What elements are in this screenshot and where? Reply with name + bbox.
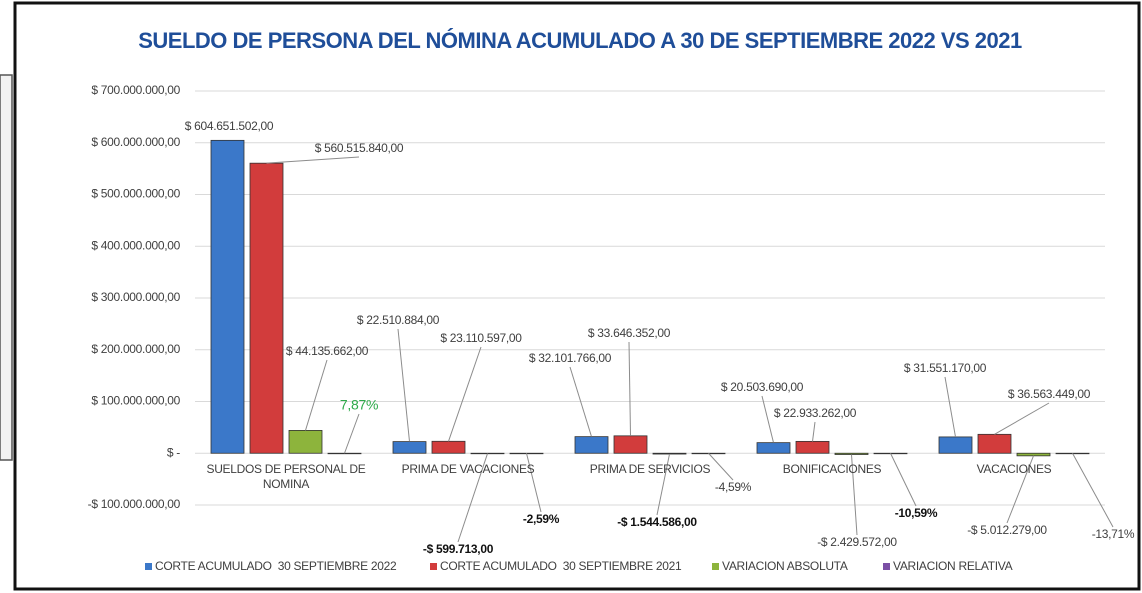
y-tick-label: $ 200.000.000,00 <box>91 342 180 356</box>
legend-label: CORTE ACUMULADO 30 SEPTIEMBRE 2022 <box>155 559 397 573</box>
leader-line <box>761 395 774 443</box>
bar <box>210 139 245 454</box>
bar <box>977 433 1012 454</box>
legend-swatch <box>145 563 152 570</box>
leader-line <box>1006 455 1034 524</box>
legend-swatch <box>430 563 437 570</box>
side-panel <box>0 74 13 461</box>
leader-line <box>1072 453 1114 528</box>
bar <box>652 452 687 455</box>
x-tick-label: VACACIONES <box>976 462 1052 476</box>
leader-line <box>890 453 917 507</box>
bar <box>392 441 427 454</box>
bar <box>756 442 791 454</box>
leader-line <box>851 454 858 536</box>
bar <box>1016 452 1051 457</box>
leader-line <box>305 359 328 431</box>
leader-line <box>708 452 734 481</box>
data-label: -13,71% <box>1092 527 1135 541</box>
leader-line <box>994 402 1050 435</box>
x-tick-label: SUELDOS DE PERSONAL DE NOMINA <box>206 462 366 491</box>
data-label: $ 604.651.502,00 <box>185 119 274 133</box>
x-tick-label: PRIMA DE VACACIONES <box>401 462 535 476</box>
bar <box>249 162 284 454</box>
y-tick-label: $ 400.000.000,00 <box>91 238 180 252</box>
data-label: $ 44.135.662,00 <box>286 344 369 358</box>
data-label: $ 22.933.262,00 <box>774 406 857 420</box>
legend-swatch <box>883 563 890 570</box>
data-label: -2,59% <box>523 512 560 526</box>
y-tick-label: $ 300.000.000,00 <box>91 290 180 304</box>
bar <box>574 436 609 454</box>
y-tick-label: $ 100.000.000,00 <box>91 394 180 408</box>
leader-line <box>526 453 542 513</box>
legend-label: VARIACION ABSOLUTA <box>722 559 848 573</box>
data-label: -$ 599.713,00 <box>423 542 494 556</box>
leader-line <box>448 346 482 442</box>
y-tick-label: $ - <box>167 445 180 459</box>
data-label: $ 22.510.884,00 <box>357 313 440 327</box>
bar <box>613 435 648 454</box>
data-label: $ 31.551.170,00 <box>904 361 987 375</box>
data-label: -10,59% <box>895 506 938 520</box>
x-tick-label: PRIMA DE SERVICIOS <box>589 462 711 476</box>
data-label: $ 560.515.840,00 <box>315 141 404 155</box>
data-label: $ 36.563.449,00 <box>1008 387 1091 401</box>
legend-swatch <box>712 563 719 570</box>
chart-frame <box>13 1 1141 591</box>
legend-label: CORTE ACUMULADO 30 SEPTIEMBRE 2021 <box>440 559 682 573</box>
bar <box>288 430 323 454</box>
y-tick-label: $ 600.000.000,00 <box>91 135 180 149</box>
data-label: -$ 5.012.279,00 <box>967 523 1047 537</box>
leader-line <box>656 453 670 516</box>
chart-title: SUELDO DE PERSONA DEL NÓMINA ACUMULADO A… <box>138 28 1022 53</box>
y-tick-label: -$ 100.000.000,00 <box>88 497 181 511</box>
data-label: $ 32.101.766,00 <box>529 351 612 365</box>
data-label: -$ 1.544.586,00 <box>617 515 697 529</box>
leader-line <box>812 421 816 442</box>
leader-line <box>944 376 956 438</box>
bar <box>327 452 362 455</box>
y-tick-label: $ 500.000.000,00 <box>91 187 180 201</box>
leader-line <box>397 328 410 442</box>
data-label: $ 33.646.352,00 <box>588 326 671 340</box>
legend-label: VARIACION RELATIVA <box>893 559 1013 573</box>
bar <box>795 440 830 454</box>
x-tick-label: BONIFICACIONES <box>782 462 882 476</box>
leader-line <box>266 156 360 164</box>
leader-line <box>628 341 631 436</box>
y-tick-label: $ 700.000.000,00 <box>91 83 180 97</box>
leader-line <box>457 453 488 543</box>
data-label: -$ 2.429.572,00 <box>817 535 897 549</box>
data-label: $ 20.503.690,00 <box>721 380 804 394</box>
data-label: 7,87% <box>340 397 378 413</box>
bar <box>938 436 973 454</box>
bar <box>431 440 466 454</box>
data-label: $ 23.110.597,00 <box>440 331 522 345</box>
leader-line <box>569 366 592 437</box>
leader-line <box>344 413 360 454</box>
data-label: -4,59% <box>715 480 752 494</box>
bar <box>834 452 869 455</box>
